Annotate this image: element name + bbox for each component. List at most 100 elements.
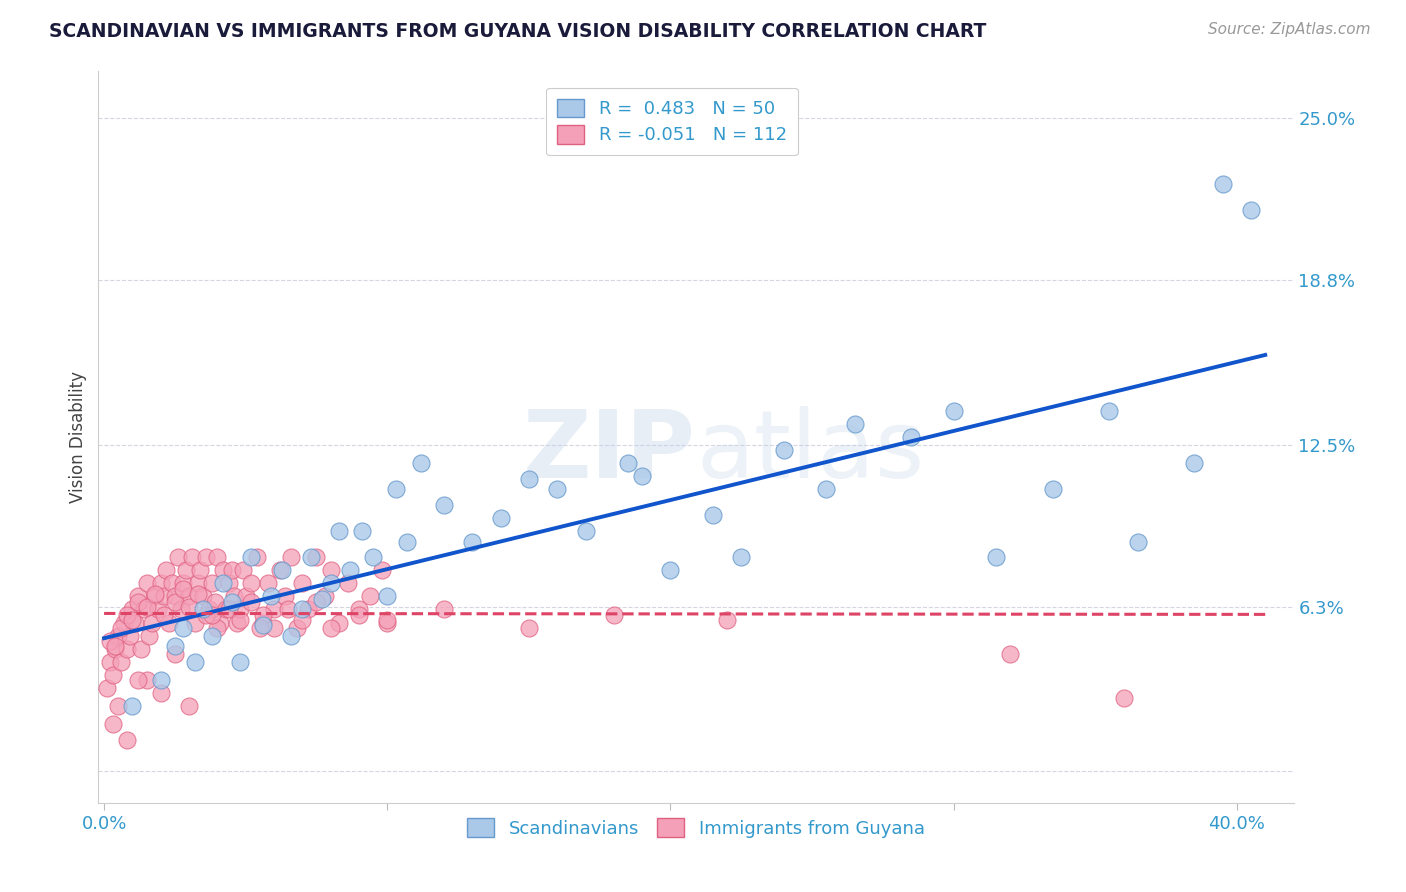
Point xyxy=(1042,483,1064,497)
Point xyxy=(229,613,252,627)
Point xyxy=(900,430,922,444)
Point xyxy=(249,621,271,635)
Point xyxy=(146,602,169,616)
Point xyxy=(212,576,235,591)
Point xyxy=(149,576,172,591)
Point xyxy=(212,563,235,577)
Point xyxy=(232,563,254,577)
Point xyxy=(271,563,294,577)
Point xyxy=(104,639,127,653)
Point xyxy=(127,673,149,687)
Point xyxy=(143,590,166,604)
Point xyxy=(135,673,157,687)
Point xyxy=(143,587,166,601)
Point xyxy=(1184,456,1206,470)
Point xyxy=(235,590,257,604)
Point xyxy=(285,621,308,635)
Point xyxy=(149,673,172,687)
Point xyxy=(121,699,143,714)
Text: ZIP: ZIP xyxy=(523,406,696,498)
Point xyxy=(221,563,243,577)
Point xyxy=(98,633,121,648)
Point xyxy=(631,469,654,483)
Point xyxy=(229,602,252,616)
Point xyxy=(433,602,456,616)
Point xyxy=(169,602,191,616)
Point xyxy=(359,590,381,604)
Point xyxy=(291,602,314,616)
Point xyxy=(163,590,186,604)
Point xyxy=(152,607,174,622)
Point xyxy=(986,550,1008,565)
Point xyxy=(163,594,186,608)
Point xyxy=(274,590,297,604)
Point xyxy=(101,667,124,682)
Point xyxy=(411,456,433,470)
Point xyxy=(844,417,866,431)
Point xyxy=(172,576,194,591)
Point xyxy=(305,594,328,608)
Point xyxy=(204,594,226,608)
Point xyxy=(659,563,682,577)
Point xyxy=(127,594,149,608)
Point xyxy=(291,613,314,627)
Point xyxy=(252,607,274,622)
Point xyxy=(152,590,174,604)
Point xyxy=(1240,202,1263,217)
Point xyxy=(207,550,229,565)
Y-axis label: Vision Disability: Vision Disability xyxy=(69,371,87,503)
Point xyxy=(132,602,155,616)
Point xyxy=(716,613,738,627)
Point xyxy=(314,590,336,604)
Point xyxy=(396,534,419,549)
Point xyxy=(347,607,370,622)
Point xyxy=(195,607,218,622)
Point xyxy=(118,629,141,643)
Point xyxy=(319,621,342,635)
Point xyxy=(101,717,124,731)
Point xyxy=(172,582,194,596)
Point xyxy=(299,550,322,565)
Point xyxy=(319,576,342,591)
Point xyxy=(280,629,302,643)
Point xyxy=(375,613,398,627)
Point xyxy=(311,592,333,607)
Point xyxy=(339,563,361,577)
Point xyxy=(155,563,177,577)
Point xyxy=(209,615,232,630)
Point xyxy=(1212,177,1234,191)
Point xyxy=(489,511,512,525)
Text: SCANDINAVIAN VS IMMIGRANTS FROM GUYANA VISION DISABILITY CORRELATION CHART: SCANDINAVIAN VS IMMIGRANTS FROM GUYANA V… xyxy=(49,22,987,41)
Point xyxy=(730,550,752,565)
Point xyxy=(1112,691,1135,706)
Point xyxy=(336,576,359,591)
Point xyxy=(104,641,127,656)
Point xyxy=(198,602,221,616)
Point xyxy=(260,590,283,604)
Point xyxy=(180,550,202,565)
Point xyxy=(350,524,373,538)
Point xyxy=(112,615,135,630)
Point xyxy=(269,563,291,577)
Point xyxy=(149,686,172,700)
Point xyxy=(240,594,263,608)
Point xyxy=(127,590,149,604)
Point xyxy=(546,483,568,497)
Point xyxy=(98,655,121,669)
Point xyxy=(263,621,285,635)
Point xyxy=(107,699,129,714)
Point xyxy=(138,629,160,643)
Point xyxy=(375,590,398,604)
Point xyxy=(160,576,183,591)
Point xyxy=(115,641,138,656)
Point xyxy=(201,607,224,622)
Point xyxy=(319,563,342,577)
Point xyxy=(617,456,640,470)
Point xyxy=(190,563,212,577)
Point xyxy=(183,615,205,630)
Point xyxy=(603,607,626,622)
Point xyxy=(384,483,406,497)
Point xyxy=(433,498,456,512)
Text: atlas: atlas xyxy=(696,406,924,498)
Point xyxy=(277,602,299,616)
